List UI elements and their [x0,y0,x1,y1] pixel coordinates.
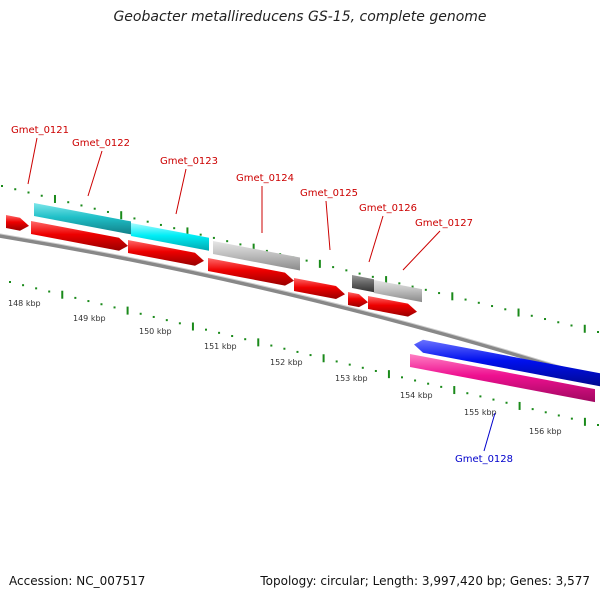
gene-label-leader [27,137,38,185]
cds-arrow[interactable] [368,296,417,317]
gene-label[interactable]: Gmet_0127 [415,218,473,229]
kbp-tick-label: 150 kbp [139,327,172,336]
gene-feature-magenta[interactable] [410,354,595,403]
kbp-tick-label: 154 kbp [400,391,433,400]
kbp-tick-label: 155 kbp [464,408,497,417]
cds-arrow[interactable] [31,221,128,251]
gene-feature-grey[interactable] [374,280,422,303]
gene-label-leader [175,168,187,215]
gene-label[interactable]: Gmet_0122 [72,138,130,149]
kbp-tick-label: 148 kbp [8,299,41,308]
cds-arrow[interactable] [294,278,345,299]
kbp-tick-label: 156 kbp [529,427,562,436]
gene-label-leader [368,215,384,263]
gene-feature-teal[interactable] [34,203,131,235]
gene-label[interactable]: Gmet_0128 [455,454,513,465]
kbp-tick-label: 151 kbp [204,342,237,351]
genome-backbone-highlight [0,233,600,379]
gene-label-leader [402,230,441,271]
accession-label: Accession: NC_007517 [9,574,146,588]
kbp-tick-label: 153 kbp [335,374,368,383]
gene-label-leader [483,412,496,452]
gene-feature-dark-grey[interactable] [352,275,374,293]
gene-label-leader [87,150,103,197]
gene-label[interactable]: Gmet_0124 [236,173,294,184]
gene-label[interactable]: Gmet_0123 [160,156,218,167]
map-title: Geobacter metallireducens GS-15, complet… [113,9,487,25]
genome-backbone [0,233,600,383]
cds-arrow[interactable] [208,258,294,286]
gene-label[interactable]: Gmet_0121 [11,125,69,136]
gene-feature-grey[interactable] [213,241,300,271]
cds-arrow-reverse[interactable] [414,339,600,387]
genome-info-label: Topology: circular; Length: 3,997,420 bp… [260,574,590,588]
gene-feature-cyan[interactable] [131,223,209,251]
cds-arrow[interactable] [128,240,204,266]
gene-label[interactable]: Gmet_0126 [359,203,417,214]
gene-label[interactable]: Gmet_0125 [300,188,358,199]
kbp-tick-label: 149 kbp [73,314,106,323]
cds-arrow[interactable] [6,215,29,231]
kbp-tick-label: 152 kbp [270,358,303,367]
cds-arrow[interactable] [348,292,368,308]
gene-label-leader [325,200,331,251]
